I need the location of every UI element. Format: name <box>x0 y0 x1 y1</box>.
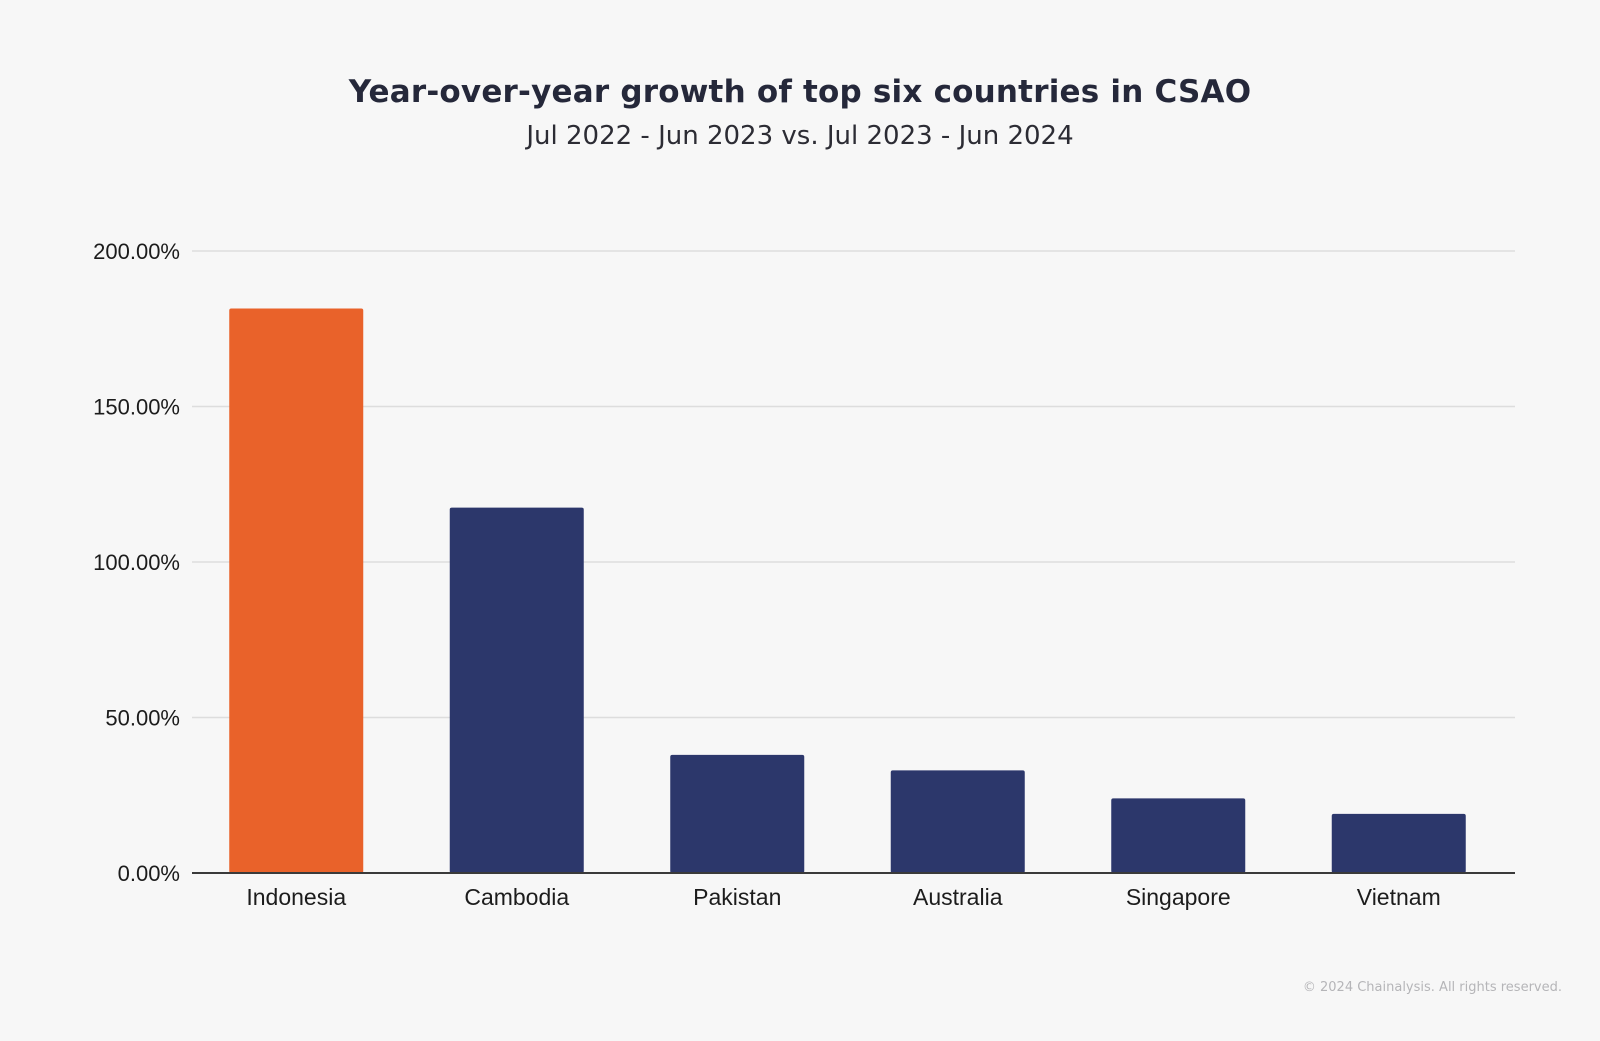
y-tick-label: 0.00% <box>118 861 180 886</box>
x-tick-label: Australia <box>913 884 1003 910</box>
bar-pakistan <box>670 754 805 873</box>
x-tick-label: Vietnam <box>1357 884 1441 910</box>
chart-title: Year-over-year growth of top six countri… <box>348 74 1252 110</box>
y-tick-label: 100.00% <box>93 550 180 575</box>
bar-cambodia <box>449 507 584 873</box>
bar-indonesia <box>229 308 364 873</box>
x-tick-label: Singapore <box>1126 884 1231 910</box>
y-tick-label: 150.00% <box>93 395 180 420</box>
bar-singapore <box>1111 798 1246 873</box>
copyright-notice: © 2024 Chainalysis. All rights reserved. <box>1302 980 1562 995</box>
x-tick-label: Pakistan <box>693 884 781 910</box>
y-tick-label: 50.00% <box>105 706 180 731</box>
bar-vietnam <box>1331 813 1466 873</box>
y-tick-label: 200.00% <box>93 239 180 264</box>
x-tick-label: Cambodia <box>464 884 569 910</box>
bar-australia <box>890 770 1025 873</box>
chart-subtitle: Jul 2022 - Jun 2023 vs. Jul 2023 - Jun 2… <box>526 121 1074 151</box>
x-tick-label: Indonesia <box>246 884 346 910</box>
